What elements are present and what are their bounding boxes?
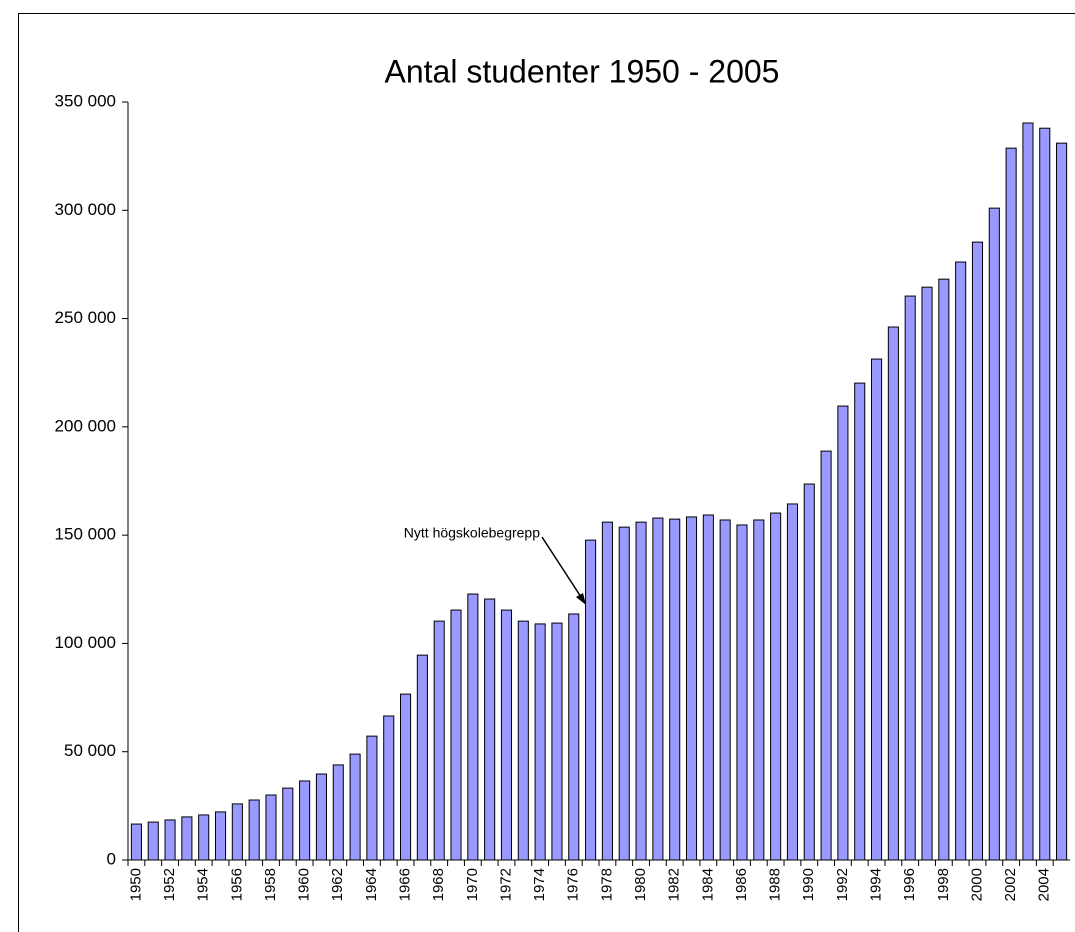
bar	[484, 598, 496, 861]
bar	[871, 358, 883, 861]
x-tick-label: 1982	[666, 868, 683, 901]
bar	[164, 819, 176, 861]
bar	[669, 518, 681, 861]
x-tick-label: 1960	[296, 868, 313, 901]
x-tick-label: 1974	[531, 868, 548, 901]
x-tick-label: 1996	[901, 868, 918, 901]
bar	[383, 715, 395, 861]
y-tick-label: 150 000	[55, 525, 116, 544]
y-tick-label: 200 000	[55, 416, 116, 435]
x-tick-label: 1952	[161, 868, 178, 901]
x-tick-label: 2000	[968, 868, 985, 901]
bar	[299, 780, 311, 861]
y-tick-label: 0	[107, 849, 116, 868]
bar	[568, 613, 580, 861]
y-tick-label: 350 000	[55, 91, 116, 110]
x-tick-label: 1964	[363, 868, 380, 901]
bar	[1022, 122, 1034, 861]
bar	[938, 278, 950, 861]
x-tick-label: 1956	[228, 868, 245, 901]
bar	[955, 261, 967, 861]
x-tick-label: 1958	[262, 868, 279, 901]
bar	[433, 620, 445, 861]
bar	[198, 814, 210, 861]
bar	[1005, 147, 1017, 861]
x-tick-label: 1988	[767, 868, 784, 901]
x-tick-label: 1984	[699, 868, 716, 901]
bar	[921, 286, 933, 861]
bar	[736, 524, 748, 861]
x-tick-label: 1968	[430, 868, 447, 901]
y-tick-label: 100 000	[55, 633, 116, 652]
x-tick-label: 1976	[565, 868, 582, 901]
bar	[534, 623, 546, 861]
bar	[551, 622, 563, 861]
bar	[214, 811, 227, 861]
chart-frame	[18, 13, 1075, 932]
bar	[904, 295, 916, 861]
bar	[517, 620, 529, 861]
bar	[416, 654, 428, 861]
bar	[685, 516, 698, 861]
bar	[1056, 142, 1068, 861]
bar	[837, 405, 849, 861]
bar	[786, 503, 798, 861]
x-tick-label: 2002	[1002, 868, 1019, 901]
x-tick-label: 2004	[1036, 868, 1053, 901]
bar	[500, 609, 513, 861]
bar	[971, 241, 984, 861]
bar	[349, 753, 361, 861]
bar	[315, 773, 327, 861]
bar	[585, 539, 597, 861]
annotation-arrowhead	[576, 593, 586, 605]
x-tick-label: 1986	[733, 868, 750, 901]
x-tick-label: 1994	[868, 868, 885, 901]
x-tick-label: 1950	[127, 868, 144, 901]
x-tick-label: 1980	[632, 868, 649, 901]
bar	[181, 816, 193, 861]
y-tick-label: 250 000	[55, 308, 116, 327]
annotation: Nytt högskolebegrepp	[404, 525, 540, 541]
bar	[887, 326, 899, 861]
bar	[601, 521, 613, 861]
x-tick-label: 1972	[497, 868, 514, 901]
bar	[400, 693, 412, 861]
x-tick-label: 1998	[935, 868, 952, 901]
bar	[231, 803, 243, 861]
bar	[803, 483, 815, 861]
bar	[753, 519, 765, 861]
bar	[282, 787, 294, 861]
chart-title: Antal studenter 1950 - 2005	[385, 53, 780, 89]
bar	[635, 521, 647, 861]
x-tick-label: 1962	[329, 868, 346, 901]
bar	[702, 514, 714, 861]
x-tick-label: 1992	[834, 868, 851, 901]
bar	[467, 593, 479, 861]
y-tick-label: 50 000	[64, 741, 116, 760]
x-tick-label: 1970	[464, 868, 481, 901]
bar	[719, 519, 731, 861]
bar	[618, 526, 630, 861]
bar	[988, 207, 1000, 861]
bar	[652, 517, 664, 861]
y-tick-label: 300 000	[55, 200, 116, 219]
x-tick-label: 1978	[598, 868, 615, 901]
bar	[130, 823, 142, 861]
bar	[147, 821, 159, 861]
x-tick-label: 1966	[397, 868, 414, 901]
bar	[770, 512, 782, 861]
bar	[366, 735, 378, 861]
x-tick-label: 1990	[800, 868, 817, 901]
bar	[450, 609, 462, 861]
bar	[332, 764, 344, 861]
bar	[820, 450, 832, 861]
bar	[854, 382, 866, 861]
bar	[1039, 127, 1051, 861]
bar	[248, 799, 260, 861]
bar	[265, 794, 277, 861]
x-tick-label: 1954	[195, 868, 212, 901]
annotation-arrow	[541, 536, 584, 601]
